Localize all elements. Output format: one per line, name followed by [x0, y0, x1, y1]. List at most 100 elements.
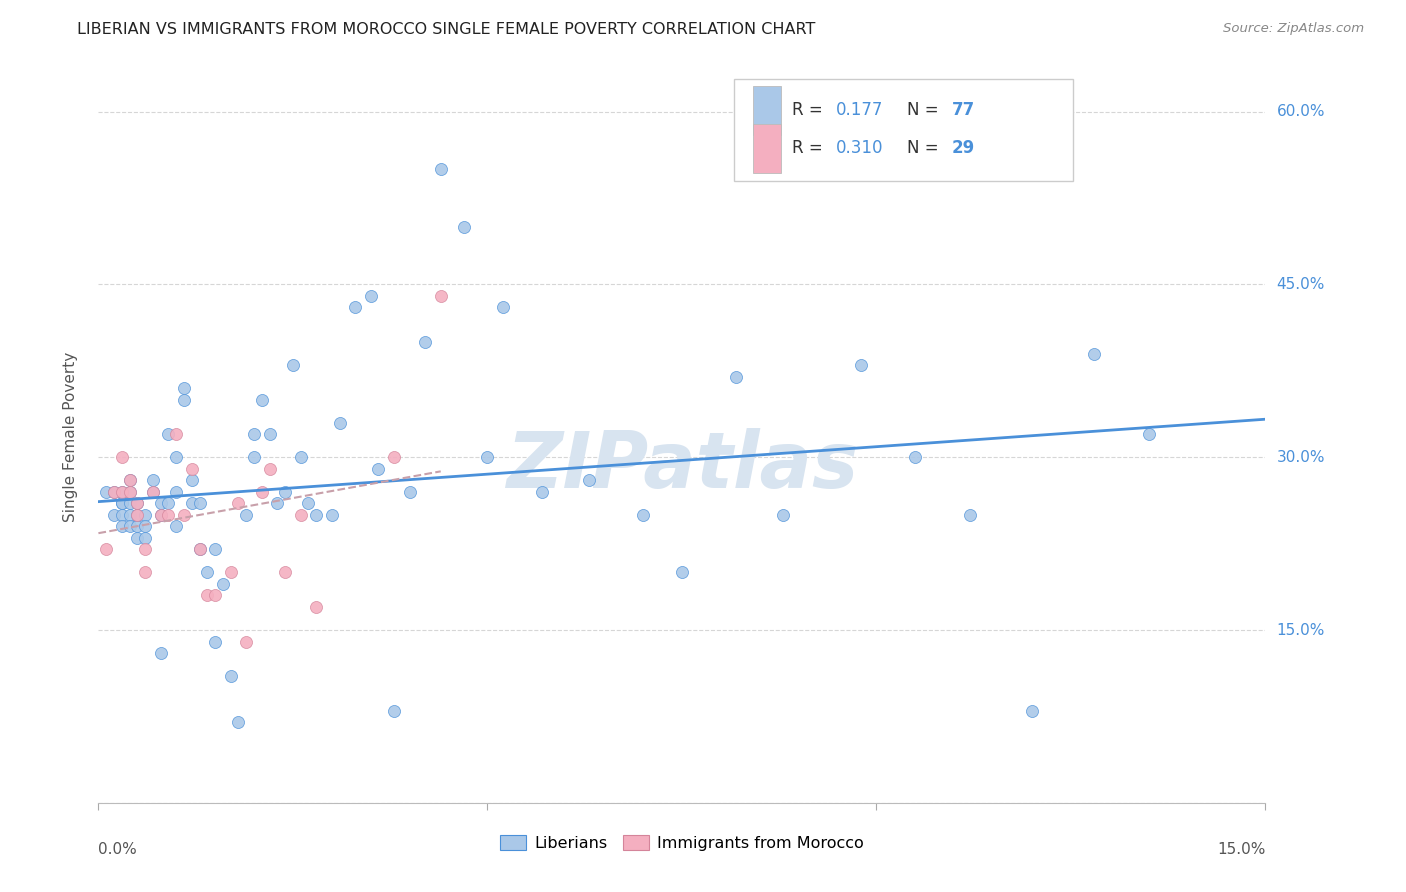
Point	[111, 450, 134, 465]
Point	[530, 484, 553, 499]
Point	[219, 669, 242, 683]
Point	[235, 634, 257, 648]
Text: 15.0%: 15.0%	[1218, 842, 1265, 856]
Point	[118, 484, 141, 499]
Point	[382, 704, 405, 718]
Point	[96, 484, 118, 499]
Point	[103, 484, 125, 499]
Text: 0.177: 0.177	[837, 101, 883, 120]
Point	[904, 450, 927, 465]
Point	[228, 715, 250, 730]
Point	[173, 392, 195, 407]
Point	[149, 508, 172, 522]
Point	[259, 427, 281, 442]
Point	[429, 162, 451, 177]
Text: R =: R =	[792, 139, 828, 157]
Point	[157, 508, 180, 522]
Point	[305, 599, 328, 614]
Point	[180, 496, 202, 510]
Point	[142, 484, 165, 499]
Point	[173, 381, 195, 395]
Point	[195, 589, 218, 603]
Point	[367, 462, 389, 476]
Point	[103, 508, 125, 522]
Text: 29: 29	[952, 139, 974, 157]
Point	[142, 473, 165, 487]
Point	[204, 634, 226, 648]
Point	[118, 473, 141, 487]
Point	[118, 508, 141, 522]
Point	[127, 508, 149, 522]
Point	[274, 566, 297, 580]
Point	[259, 462, 281, 476]
Point	[157, 427, 180, 442]
Point	[149, 508, 172, 522]
Point	[1021, 704, 1043, 718]
Point	[274, 484, 297, 499]
Point	[250, 484, 273, 499]
Point	[165, 427, 187, 442]
Point	[204, 542, 226, 557]
Text: 45.0%: 45.0%	[1277, 277, 1324, 292]
Point	[360, 289, 382, 303]
Point	[188, 542, 211, 557]
Point	[165, 450, 187, 465]
Point	[492, 301, 515, 315]
Point	[127, 496, 149, 510]
Point	[111, 484, 134, 499]
Point	[96, 542, 118, 557]
Point	[290, 450, 312, 465]
Point	[250, 392, 273, 407]
Text: 60.0%: 60.0%	[1277, 104, 1324, 120]
Text: 0.0%: 0.0%	[98, 842, 138, 856]
FancyBboxPatch shape	[754, 124, 782, 173]
Point	[849, 358, 872, 372]
Point	[149, 646, 172, 660]
Point	[243, 427, 266, 442]
Point	[134, 542, 156, 557]
Point	[344, 301, 367, 315]
Point	[321, 508, 343, 522]
Point	[1137, 427, 1160, 442]
Point	[127, 496, 149, 510]
Point	[204, 589, 226, 603]
Point	[477, 450, 499, 465]
Text: 0.310: 0.310	[837, 139, 883, 157]
Point	[281, 358, 304, 372]
Text: R =: R =	[792, 101, 828, 120]
Point	[180, 473, 202, 487]
Y-axis label: Single Female Poverty: Single Female Poverty	[63, 352, 77, 522]
Text: 77: 77	[952, 101, 974, 120]
Text: N =: N =	[907, 101, 943, 120]
Point	[725, 369, 748, 384]
Point	[429, 289, 451, 303]
Point	[413, 334, 436, 349]
Point	[111, 496, 134, 510]
Text: 15.0%: 15.0%	[1277, 623, 1324, 638]
Point	[671, 566, 693, 580]
Point	[134, 531, 156, 545]
Point	[1083, 346, 1105, 360]
FancyBboxPatch shape	[734, 78, 1073, 181]
Point	[118, 484, 141, 499]
Point	[111, 508, 134, 522]
Point	[297, 496, 319, 510]
Point	[188, 496, 211, 510]
Point	[111, 519, 134, 533]
Text: 30.0%: 30.0%	[1277, 450, 1324, 465]
Point	[188, 542, 211, 557]
Point	[578, 473, 600, 487]
FancyBboxPatch shape	[754, 86, 782, 135]
Point	[111, 484, 134, 499]
Point	[266, 496, 288, 510]
Point	[103, 484, 125, 499]
Point	[118, 473, 141, 487]
Legend: Liberians, Immigrants from Morocco: Liberians, Immigrants from Morocco	[494, 828, 870, 857]
Point	[228, 496, 250, 510]
Point	[180, 462, 202, 476]
Point	[219, 566, 242, 580]
Point	[127, 531, 149, 545]
Point	[127, 519, 149, 533]
Point	[453, 219, 475, 234]
Point	[142, 484, 165, 499]
